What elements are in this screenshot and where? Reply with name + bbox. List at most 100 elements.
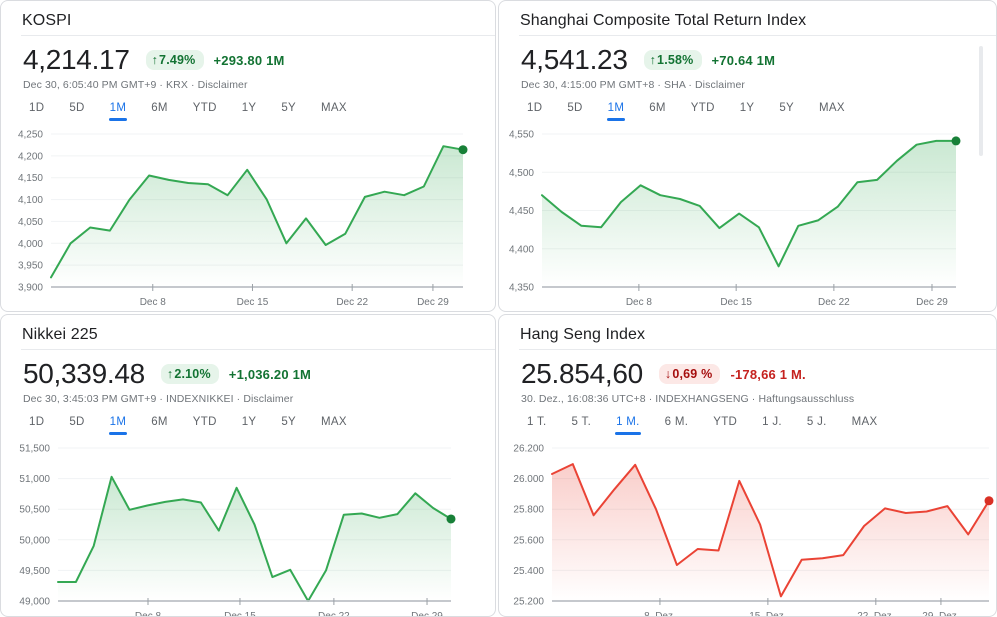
badge-percent: 2.10% xyxy=(174,367,211,381)
tab-5y[interactable]: 5Y xyxy=(779,102,795,114)
x-axis-label: Dec 15 xyxy=(720,297,752,308)
title-divider xyxy=(519,35,996,36)
y-axis-label: 25.200 xyxy=(513,597,544,608)
x-axis-label: Dec 22 xyxy=(336,297,368,308)
price-value: 4,541.23 xyxy=(521,44,628,75)
tab-1d[interactable]: 1D xyxy=(29,102,45,114)
change-percent-badge: ↑7.49% xyxy=(145,50,204,70)
title-divider xyxy=(21,35,495,36)
tab-ytd[interactable]: YTD xyxy=(690,102,715,114)
tab-5j[interactable]: 5 J. xyxy=(806,416,827,428)
meta-row: 30. Dez., 16:08:36 UTC+8 · INDEXHANGSENG… xyxy=(521,393,996,406)
price-row: 4,541.23 ↑1.58% +70.64 1M xyxy=(521,44,996,76)
tab-5y[interactable]: 5Y xyxy=(281,416,297,428)
index-card-kospi: KOSPI 4,214.17 ↑7.49% +293.80 1M Dec 30,… xyxy=(0,0,496,312)
meta-text: Dec 30, 4:15:00 PM GMT+8 · SHA · xyxy=(521,79,695,91)
tab-5d[interactable]: 5D xyxy=(69,102,85,114)
tab-1m[interactable]: 1 M. xyxy=(615,416,641,435)
price-chart[interactable]: 51,500 51,000 50,500 50,000 49,500 49,000 Dec … xyxy=(1,435,495,617)
tab-max[interactable]: MAX xyxy=(851,416,878,428)
badge-percent: 1.58% xyxy=(657,53,694,67)
card-title-row: Shanghai Composite Total Return Index xyxy=(499,1,996,31)
tab-1m[interactable]: 1M xyxy=(108,416,127,435)
tab-6m[interactable]: 6 M. xyxy=(664,416,689,428)
card-title-row: Hang Seng Index xyxy=(499,315,996,345)
latest-price-dot xyxy=(458,145,468,155)
disclaimer-link[interactable]: Disclaimer xyxy=(695,79,746,91)
meta-row: Dec 30, 6:05:40 PM GMT+9 · KRX · Disclai… xyxy=(23,79,495,92)
index-title: Nikkei 225 xyxy=(22,326,98,343)
tab-6m[interactable]: 6M xyxy=(649,102,666,114)
price-row: 25.854,60 ↓0,69 % -178,66 1 M. xyxy=(521,358,996,390)
tab-1j[interactable]: 1 J. xyxy=(762,416,782,428)
meta-text: 30. Dez., 16:08:36 UTC+8 · INDEXHANGSENG… xyxy=(521,393,759,405)
y-axis-label: 4,250 xyxy=(18,130,43,141)
disclaimer-link[interactable]: Haftungsausschluss xyxy=(758,393,855,405)
latest-price-dot xyxy=(951,136,961,146)
index-title: KOSPI xyxy=(22,12,72,29)
x-axis-label: Dec 22 xyxy=(818,297,850,308)
tab-5t[interactable]: 5 T. xyxy=(571,416,592,428)
price-chart[interactable]: 4,550 4,500 4,450 4,400 4,350 Dec 8 Dec 15 Dec … xyxy=(499,121,996,311)
title-divider xyxy=(21,349,495,350)
tab-1y[interactable]: 1Y xyxy=(241,102,257,114)
tab-max[interactable]: MAX xyxy=(321,102,347,114)
price-value: 25.854,60 xyxy=(521,358,643,389)
price-chart[interactable]: 26.200 26.000 25.800 25.600 25.400 25.200 8. D… xyxy=(499,435,996,617)
tab-1d[interactable]: 1D xyxy=(29,416,45,428)
y-axis-label: 4,450 xyxy=(509,206,534,217)
tab-1y[interactable]: 1Y xyxy=(241,416,257,428)
price-chart[interactable]: 4,250 4,200 4,150 4,100 4,050 4,000 3,950 3,900… xyxy=(1,121,495,311)
tab-5d[interactable]: 5D xyxy=(69,416,85,428)
change-absolute: +1,036.20 1M xyxy=(228,366,312,382)
latest-price-dot xyxy=(446,514,456,524)
tab-1m[interactable]: 1M xyxy=(108,102,127,121)
up-arrow-icon: ↑ xyxy=(151,53,159,67)
change-absolute: -178,66 1 M. xyxy=(730,366,806,382)
disclaimer-link[interactable]: Disclaimer xyxy=(243,393,294,405)
tab-1t[interactable]: 1 T. xyxy=(527,416,547,428)
y-axis-label: 4,350 xyxy=(509,283,534,294)
tab-5y[interactable]: 5Y xyxy=(281,102,297,114)
y-axis-label: 25.600 xyxy=(513,535,544,546)
x-axis-label: 8. Dez. xyxy=(644,611,676,617)
tab-max[interactable]: MAX xyxy=(819,102,845,114)
tab-6m[interactable]: 6M xyxy=(151,102,168,114)
tab-ytd[interactable]: YTD xyxy=(192,416,217,428)
y-axis-label: 26.200 xyxy=(513,444,544,455)
change-absolute: +70.64 1M xyxy=(711,52,776,68)
x-axis-label: Dec 8 xyxy=(135,611,162,617)
y-axis-label: 3,900 xyxy=(18,283,43,294)
index-title: Shanghai Composite Total Return Index xyxy=(520,12,807,29)
change-percent-badge: ↓0,69 % xyxy=(658,364,721,384)
x-axis-label: Dec 8 xyxy=(626,297,653,308)
disclaimer-link[interactable]: Disclaimer xyxy=(197,79,248,91)
tab-6m[interactable]: 6M xyxy=(151,416,168,428)
y-axis-label: 50,000 xyxy=(19,535,50,546)
tab-1d[interactable]: 1D xyxy=(527,102,543,114)
y-axis-label: 4,050 xyxy=(18,217,43,228)
x-axis-label: 29. Dez. xyxy=(922,611,959,617)
meta-row: Dec 30, 4:15:00 PM GMT+8 · SHA · Disclai… xyxy=(521,79,996,92)
y-axis-label: 4,500 xyxy=(509,168,534,179)
tab-5d[interactable]: 5D xyxy=(567,102,583,114)
x-axis-label: 22. Dez. xyxy=(857,611,894,617)
x-axis-label: Dec 15 xyxy=(224,611,256,617)
x-axis-label: Dec 22 xyxy=(318,611,350,617)
y-axis-label: 26.000 xyxy=(513,474,544,485)
x-axis-label: Dec 29 xyxy=(916,297,948,308)
scrollbar-thumb[interactable] xyxy=(979,46,983,156)
x-axis-label: Dec 29 xyxy=(411,611,443,617)
x-axis-label: Dec 29 xyxy=(417,297,449,308)
up-arrow-icon: ↑ xyxy=(649,53,657,67)
index-title: Hang Seng Index xyxy=(520,326,646,343)
tab-1y[interactable]: 1Y xyxy=(739,102,755,114)
y-axis-label: 49,500 xyxy=(19,566,50,577)
tab-ytd[interactable]: YTD xyxy=(713,416,738,428)
tab-1m[interactable]: 1M xyxy=(606,102,625,121)
tab-max[interactable]: MAX xyxy=(321,416,347,428)
y-axis-label: 4,400 xyxy=(509,244,534,255)
up-arrow-icon: ↑ xyxy=(166,367,174,381)
tab-ytd[interactable]: YTD xyxy=(192,102,217,114)
